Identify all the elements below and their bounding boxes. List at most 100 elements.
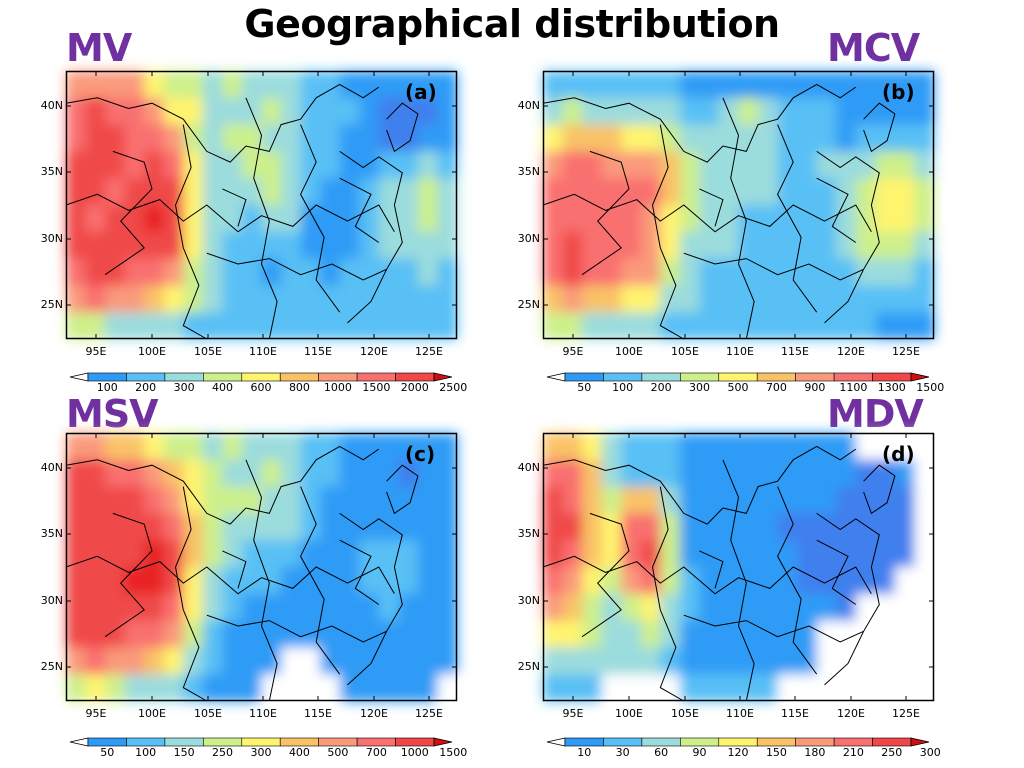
field-cell [359,620,380,648]
lat-tick-label: 30N [40,232,63,245]
field-cell [679,97,700,126]
field-cell [163,540,184,568]
field-cell [777,567,798,595]
field-cell [85,593,106,622]
field-cell [300,97,321,126]
field-cell [124,151,145,179]
field-cell [601,71,622,99]
field-cell [582,459,603,488]
colorbar-tick-label: 400 [288,746,310,759]
province-border [65,193,395,233]
field-cell [562,285,583,313]
field-cell [261,258,282,286]
lon-tick-label: 105E [671,345,699,358]
field-cell [66,674,87,702]
field-cell [894,124,916,152]
field-cell [914,620,935,648]
field-cell [601,486,622,514]
field-cell [202,231,223,260]
colorbar-swatch [164,737,204,747]
field-cell [378,178,399,206]
panel-b-map: (b) [542,70,935,340]
colorbar-swatch [203,737,243,747]
field-cell [339,433,360,461]
field-cell [144,540,165,568]
field-cell [339,620,360,648]
field-cell [660,433,681,461]
field-cell [202,513,223,541]
field-cell [758,97,779,126]
colorbar-swatch [279,372,319,382]
field-cell [261,71,282,99]
field-cell [163,647,184,675]
field-cell [398,205,419,233]
field-cell [339,178,360,206]
field-cell [660,71,681,99]
province-border [863,464,896,515]
field-cell [875,513,896,541]
panel-d-tag: (d) [882,442,915,466]
field-cell [359,593,380,622]
field-cell [320,540,341,568]
colorbar-swatch [756,737,796,747]
field-cell [777,71,798,99]
field-cell [816,178,837,206]
field-cell [163,433,184,461]
field-cell [378,647,399,675]
field-cell [378,97,399,126]
field-cell [582,647,603,675]
province-border [339,539,380,605]
field-cell [758,620,779,648]
field-cell [582,258,603,286]
field-cell [183,97,204,126]
field-cell [300,151,321,179]
field-cell [777,620,798,648]
field-cell [398,620,419,648]
field-cell [543,205,564,233]
field-cell [437,312,458,340]
field-cell [437,513,458,541]
panel-b-frame [542,70,935,340]
colorbar-tick-label: 60 [654,746,669,759]
field-cell [378,124,399,152]
field-cell [222,285,243,313]
field-cell [378,285,399,313]
field-cell [699,620,720,648]
field-cell [894,620,916,648]
field-cell [144,312,165,340]
lon-tick-label: 125E [415,707,443,720]
field-cell [718,205,740,233]
field-cell [300,231,321,260]
field-cell [417,674,439,702]
colorbar-tick-label: 1000 [400,746,429,759]
panel-c-frame [65,432,458,702]
field-cell [281,97,302,126]
province-border [581,512,630,638]
field-cell [105,486,126,514]
field-cell [797,459,818,488]
field-cell [679,285,700,313]
field-cell [875,540,896,568]
colorbar-swatch [872,737,912,747]
field-cell [621,567,642,595]
colorbar-swatch [795,737,835,747]
colorbar-swatch [641,737,681,747]
field-cell [601,593,622,622]
field-cell [66,151,87,179]
field-cell [797,151,818,179]
field-cell [124,205,145,233]
field-cell [359,285,380,313]
field-cell [437,124,458,152]
field-cell [281,486,302,514]
colorbar-tick-label: 700 [765,381,787,394]
field-cell [241,647,263,675]
field-cell [718,178,740,206]
field-cell [699,674,720,702]
lon-tick-label: 100E [615,707,643,720]
field-cell [359,231,380,260]
field-cell [339,459,360,488]
field-cell [855,620,876,648]
field-cell [241,258,263,286]
field-cell [202,486,223,514]
colorbar-tick-label: 250 [212,746,234,759]
